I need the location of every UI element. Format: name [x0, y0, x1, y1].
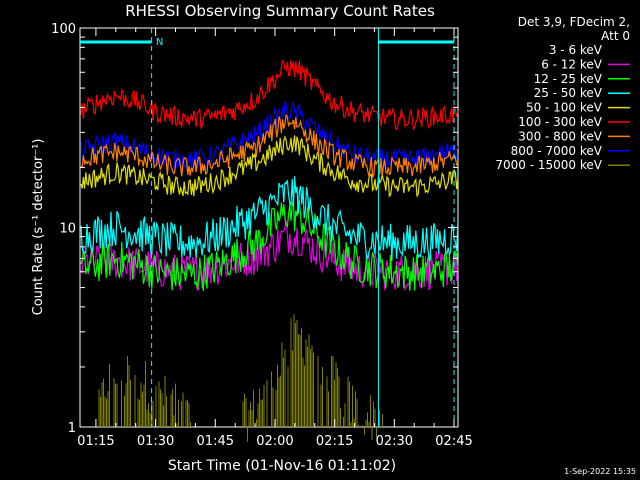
- series-line: [80, 135, 459, 198]
- series-100-300-kev: [80, 59, 459, 131]
- series-12-25-kev: [80, 199, 459, 291]
- series-7000-15000-kev: [97, 314, 383, 442]
- legend-label: 800 - 7000 keV: [511, 144, 603, 158]
- series-spikes: [97, 314, 383, 442]
- x-tick-label: 02:15: [316, 434, 353, 449]
- series-50-100-kev: [80, 135, 459, 198]
- x-tick-label: 02:30: [376, 434, 413, 449]
- legend-label: 3 - 6 keV: [549, 43, 603, 57]
- series-line: [80, 176, 459, 262]
- night-marker-label: N: [156, 37, 163, 48]
- series-25-50-kev: [80, 176, 459, 262]
- series-line: [80, 59, 459, 131]
- x-axis-label: Start Time (01-Nov-16 01:11:02): [168, 458, 396, 474]
- x-tick-label: 02:45: [435, 434, 472, 449]
- legend-label: 50 - 100 keV: [526, 101, 603, 115]
- y-tick-label: 10: [59, 222, 76, 237]
- series-line: [80, 114, 459, 179]
- legend-label: 6 - 12 keV: [541, 57, 603, 71]
- series-layer: [80, 59, 459, 442]
- x-tick-label: 02:00: [256, 434, 293, 449]
- series-6-12-kev: [80, 220, 459, 291]
- y-tick-label: 1: [68, 421, 76, 436]
- series-300-800-kev: [80, 114, 459, 179]
- series-line: [80, 220, 459, 291]
- chart-title: RHESSI Observing Summary Count Rates: [125, 2, 435, 20]
- x-tick-label: 01:15: [77, 434, 114, 449]
- timestamp: 1-Sep-2022 15:35: [564, 467, 636, 476]
- legend-label: 100 - 300 keV: [518, 115, 602, 129]
- legend-label: 25 - 50 keV: [534, 86, 603, 100]
- header-line-2: Att 0: [601, 29, 630, 43]
- series-line: [80, 199, 459, 291]
- legend-label: 12 - 25 keV: [534, 72, 603, 86]
- y-axis-label: Count Rate (s⁻¹ detector⁻¹): [31, 139, 46, 316]
- x-tick-label: 01:45: [197, 434, 234, 449]
- x-tick-label: 01:30: [137, 434, 174, 449]
- y-tick-label: 100: [51, 22, 76, 37]
- legend-label: 7000 - 15000 keV: [495, 158, 602, 172]
- x-axis-ticks: 01:15 01:30 01:45 02:00 02:15 02:30 02:45: [77, 28, 473, 449]
- legend-label: 300 - 800 keV: [518, 129, 602, 143]
- y-axis-ticks: 1 10 100: [51, 22, 458, 436]
- header-line-1: Det 3,9, FDecim 2,: [518, 15, 630, 29]
